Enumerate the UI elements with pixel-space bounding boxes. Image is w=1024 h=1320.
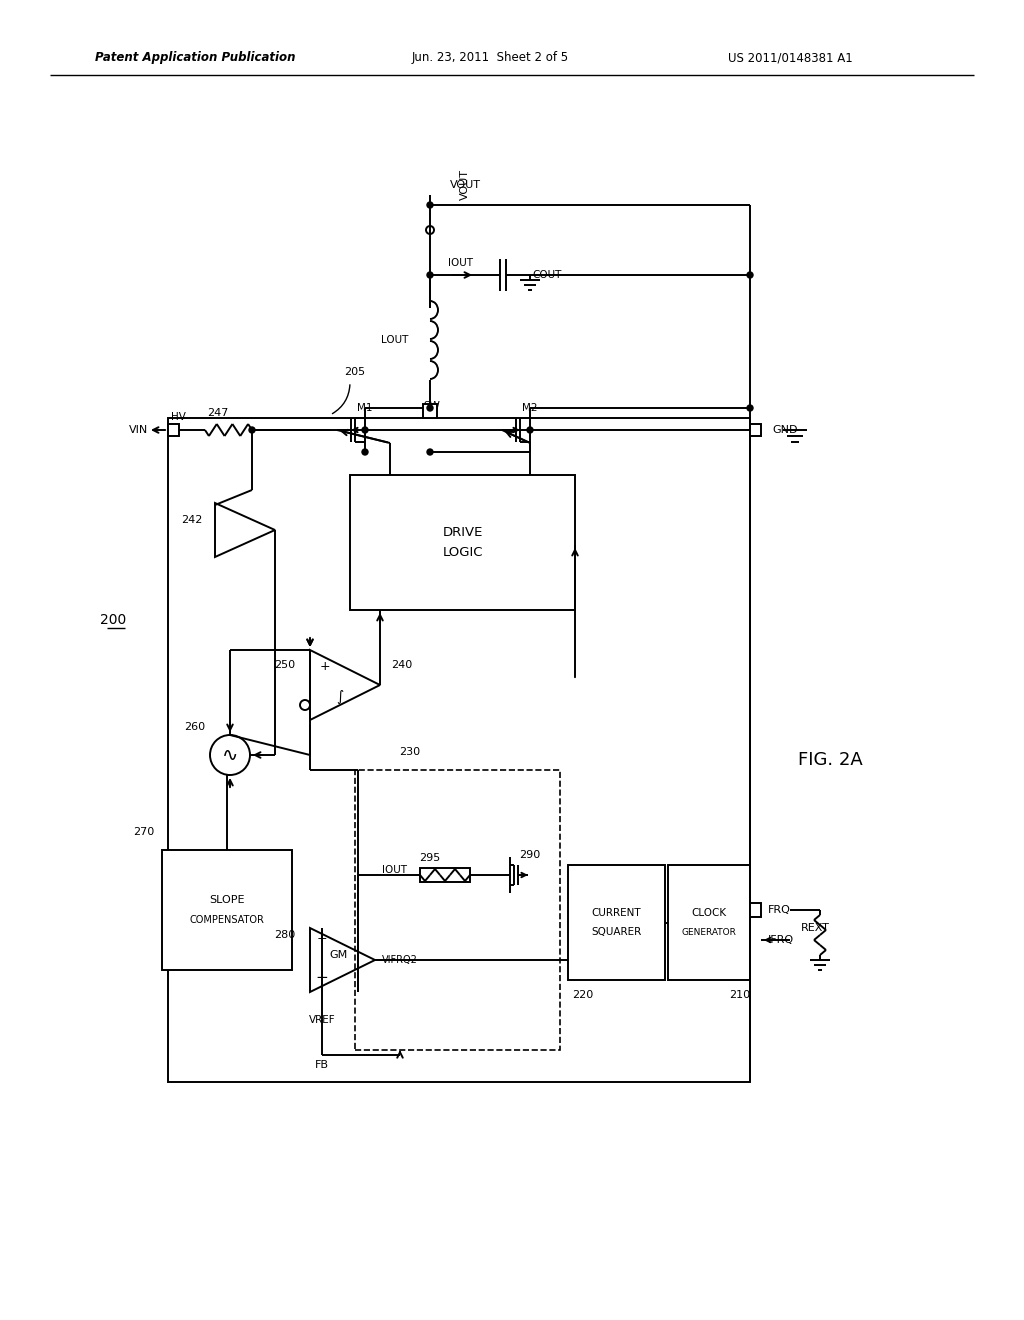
Text: IOUT: IOUT (449, 257, 473, 268)
Text: 270: 270 (133, 828, 154, 837)
Text: LOGIC: LOGIC (442, 546, 482, 558)
Text: SQUARER: SQUARER (592, 928, 642, 937)
Circle shape (427, 405, 433, 411)
Text: REXT: REXT (801, 923, 829, 933)
Circle shape (427, 272, 433, 279)
Circle shape (746, 272, 753, 279)
Bar (350, 475, 575, 610)
Circle shape (362, 426, 368, 433)
Text: 280: 280 (274, 931, 296, 940)
Text: 210: 210 (729, 990, 751, 1001)
Text: COMPENSATOR: COMPENSATOR (189, 915, 264, 925)
Text: IOUT: IOUT (382, 865, 407, 875)
Text: HV: HV (171, 412, 185, 422)
Text: 250: 250 (274, 660, 296, 671)
Circle shape (427, 202, 433, 209)
Text: US 2011/0148381 A1: US 2011/0148381 A1 (728, 51, 852, 65)
Text: 205: 205 (344, 367, 366, 378)
Text: 200: 200 (100, 612, 126, 627)
Bar (420, 869, 470, 882)
Text: GND: GND (772, 425, 798, 436)
Bar (168, 418, 750, 1082)
Text: 290: 290 (519, 850, 541, 861)
Text: M2: M2 (522, 403, 538, 413)
Text: VIFRQ2: VIFRQ2 (382, 954, 418, 965)
Text: COUT: COUT (532, 271, 561, 280)
Circle shape (527, 426, 534, 433)
Text: SW: SW (424, 401, 440, 411)
Bar (423, 404, 437, 418)
Text: CLOCK: CLOCK (691, 908, 727, 917)
Text: −: − (315, 970, 329, 986)
Text: SLOPE: SLOPE (209, 895, 245, 906)
Text: 220: 220 (572, 990, 594, 1001)
Circle shape (746, 405, 753, 411)
Text: FB: FB (315, 1060, 329, 1071)
Circle shape (427, 449, 433, 455)
Text: FIG. 2A: FIG. 2A (798, 751, 862, 770)
Text: LOUT: LOUT (381, 335, 408, 345)
Bar (162, 850, 292, 970)
Text: GM: GM (329, 950, 347, 960)
Text: CURRENT: CURRENT (592, 908, 641, 917)
Text: 260: 260 (184, 722, 206, 733)
Text: Jun. 23, 2011  Sheet 2 of 5: Jun. 23, 2011 Sheet 2 of 5 (412, 51, 568, 65)
Circle shape (249, 426, 255, 433)
Bar (168, 424, 179, 436)
Text: GENERATOR: GENERATOR (682, 928, 736, 937)
Text: M1: M1 (357, 403, 373, 413)
Text: VIN: VIN (129, 425, 148, 436)
Text: VOUT: VOUT (450, 180, 480, 190)
Text: Patent Application Publication: Patent Application Publication (95, 51, 295, 65)
Text: ∫: ∫ (336, 690, 344, 704)
Text: VREF: VREF (308, 1015, 335, 1026)
Bar (750, 424, 761, 436)
Bar (568, 865, 665, 979)
Text: +: + (319, 660, 331, 673)
Bar (668, 865, 750, 979)
Text: IFRQ: IFRQ (768, 935, 795, 945)
Text: 295: 295 (420, 853, 440, 863)
Bar (355, 770, 560, 1049)
Text: 242: 242 (181, 515, 203, 525)
Text: FRQ: FRQ (768, 906, 791, 915)
Circle shape (362, 449, 368, 455)
Text: 247: 247 (207, 408, 228, 418)
FancyArrowPatch shape (333, 384, 350, 413)
Text: 240: 240 (391, 660, 413, 671)
Text: VOUT: VOUT (460, 169, 470, 201)
Text: DRIVE: DRIVE (442, 525, 482, 539)
Text: ∿: ∿ (222, 746, 239, 764)
Text: 230: 230 (399, 747, 421, 756)
Bar (750, 903, 761, 917)
Text: +: + (316, 932, 328, 945)
